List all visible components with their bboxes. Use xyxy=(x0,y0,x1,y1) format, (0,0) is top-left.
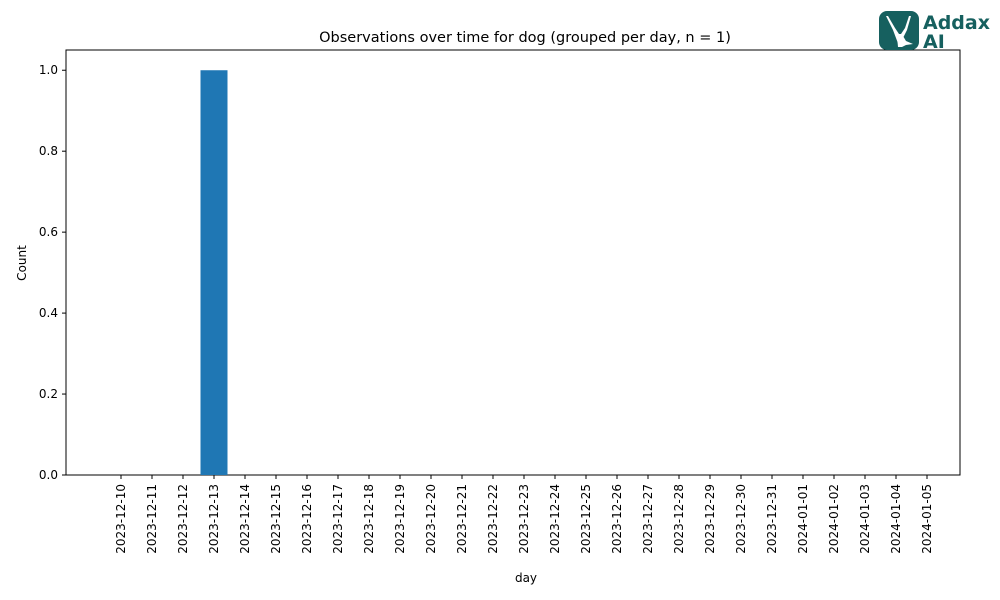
x-tick-label: 2023-12-12 xyxy=(176,484,190,554)
x-tick-label: 2023-12-18 xyxy=(362,484,376,554)
y-tick-label: 0.6 xyxy=(39,225,58,239)
x-tick-label: 2023-12-31 xyxy=(765,484,779,554)
x-tick-label: 2023-12-14 xyxy=(238,484,252,554)
x-tick-label: 2023-12-25 xyxy=(579,484,593,554)
y-tick-label: 0.4 xyxy=(39,306,58,320)
chart-title: Observations over time for dog (grouped … xyxy=(319,30,731,46)
x-tick-label: 2023-12-27 xyxy=(641,484,655,554)
x-tick-label: 2023-12-26 xyxy=(610,484,624,554)
x-tick-label: 2023-12-22 xyxy=(486,484,500,554)
y-tick-label: 0.8 xyxy=(39,144,58,158)
y-tick-label: 0.2 xyxy=(39,387,58,401)
y-tick-label: 1.0 xyxy=(39,63,58,77)
plot-frame xyxy=(65,49,961,476)
logo-line2: AI xyxy=(923,31,945,53)
x-tick-label: 2024-01-05 xyxy=(920,484,934,554)
y-tick-label: 0.0 xyxy=(39,468,58,482)
x-tick-label: 2023-12-28 xyxy=(672,484,686,554)
antelope-head-icon xyxy=(879,11,919,50)
bars-group xyxy=(200,70,228,475)
x-tick-label: 2023-12-23 xyxy=(517,484,531,554)
x-tick-label: 2023-12-21 xyxy=(455,484,469,554)
x-tick-label: 2024-01-04 xyxy=(889,484,903,554)
x-tick-label: 2023-12-17 xyxy=(331,484,345,554)
x-tick-label: 2023-12-13 xyxy=(207,484,221,554)
x-tick-label: 2023-12-24 xyxy=(548,484,562,554)
x-axis-ticks: 2023-12-10 2023-12-11 2023-12-12 2023-12-13… xyxy=(114,475,934,554)
x-tick-label: 2024-01-02 xyxy=(827,484,841,554)
x-tick-label: 2024-01-01 xyxy=(796,484,810,554)
x-tick-label: 2023-12-30 xyxy=(734,484,748,554)
bar-2023-12-13 xyxy=(200,70,228,475)
x-tick-label: 2024-01-03 xyxy=(858,484,872,554)
x-axis-label: day xyxy=(515,571,537,585)
logo-line1: Addax xyxy=(923,12,990,34)
x-tick-label: 2023-12-16 xyxy=(300,484,314,554)
x-tick-label: 2023-12-11 xyxy=(145,484,159,554)
y-axis-ticks: 0.0 0.2 0.4 0.6 0.8 1.0 xyxy=(39,63,66,482)
addax-ai-logo: Addax AI xyxy=(879,11,990,53)
y-axis-label: Count xyxy=(15,245,29,281)
x-tick-label: 2023-12-19 xyxy=(393,484,407,554)
x-tick-label: 2023-12-15 xyxy=(269,484,283,554)
x-tick-label: 2023-12-29 xyxy=(703,484,717,554)
x-tick-label: 2023-12-20 xyxy=(424,484,438,554)
x-tick-label: 2023-12-10 xyxy=(114,484,128,554)
